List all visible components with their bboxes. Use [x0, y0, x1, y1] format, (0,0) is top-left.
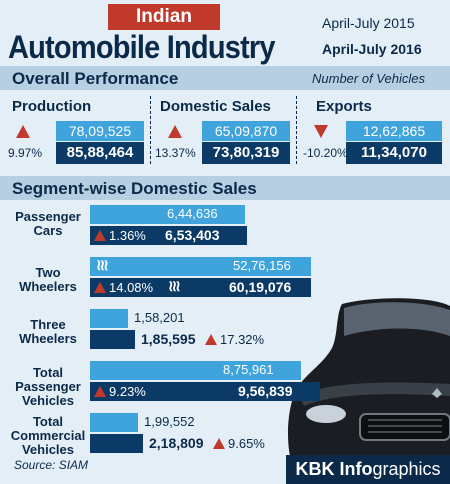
growth-up-arrow-icon	[213, 438, 225, 449]
bar-2016	[90, 226, 247, 245]
category-label: Passenger Cars	[15, 209, 81, 238]
domestic-up-arrow-icon	[168, 125, 182, 138]
growth-indicator: 9.65%	[213, 436, 265, 451]
category-label: Total Commercial Vehicles	[10, 414, 86, 457]
overall-band	[0, 66, 450, 90]
car-illustration	[288, 298, 450, 456]
growth-up-arrow-icon	[205, 334, 217, 345]
category-label: Three Wheelers	[19, 317, 77, 346]
value-label-2016: 2,18,809	[149, 435, 204, 451]
bar-2016	[90, 434, 143, 453]
overall-title: Overall Performance	[12, 69, 179, 88]
production-up-arrow-icon	[16, 125, 30, 138]
segment-band	[0, 176, 450, 200]
growth-indicator: 1.36%	[94, 228, 146, 243]
value-label-2016: 60,19,076	[229, 279, 292, 295]
bar-2015	[90, 257, 311, 276]
bar-2016	[90, 382, 320, 401]
production-change: 9.97%	[8, 146, 43, 160]
axis-break-icon: ≀≀≀	[168, 278, 181, 295]
growth-indicator: 9.23%	[94, 384, 146, 399]
growth-up-arrow-icon	[94, 282, 106, 293]
domestic-2015: 65,09,870	[202, 121, 290, 141]
growth-value: 14.08%	[109, 280, 154, 295]
bar-2016	[90, 278, 311, 297]
growth-value: 9.65%	[228, 436, 265, 451]
divider	[296, 96, 297, 164]
bar-2015	[90, 309, 128, 328]
exports-2015: 12,62,865	[346, 121, 442, 141]
growth-value: 9.23%	[109, 384, 146, 399]
production-2016: 85,88,464	[56, 142, 144, 164]
source-note: Source: SIAM	[14, 458, 89, 472]
value-label-2015: 1,58,201	[134, 310, 185, 325]
exports-label: Exports	[316, 98, 372, 115]
value-label-2015: 6,44,636	[167, 206, 218, 221]
bar-2015	[90, 205, 245, 224]
growth-indicator: 14.08%	[94, 280, 153, 295]
growth-up-arrow-icon	[94, 230, 106, 241]
value-label-2015: 1,99,552	[144, 414, 195, 429]
value-label-2016: 1,85,595	[141, 331, 196, 347]
category-label: Total Passenger Vehicles	[15, 365, 81, 408]
growth-value: 1.36%	[109, 228, 146, 243]
overall-note: Number of Vehicles	[312, 71, 425, 86]
exports-2016: 11,34,070	[346, 142, 442, 164]
legend-swatch-2015	[296, 14, 316, 34]
divider	[150, 96, 151, 164]
value-label-2015: 52,76,156	[233, 258, 291, 273]
value-label-2015: 8,75,961	[223, 362, 274, 377]
credit-rest: graphics	[372, 459, 441, 479]
domestic-2016: 73,80,319	[202, 142, 290, 164]
legend-swatch-2016	[296, 40, 316, 60]
axis-break-icon: ≀≀≀	[96, 257, 109, 274]
title-indian: Indian	[108, 4, 220, 30]
bar-2015	[90, 413, 138, 432]
growth-indicator: 17.32%	[205, 332, 264, 347]
growth-value: 17.32%	[220, 332, 265, 347]
exports-change: -10.20%	[303, 146, 348, 160]
exports-down-arrow-icon	[314, 125, 328, 138]
bar-2016	[90, 330, 135, 349]
credit-bold: KBK Info	[295, 459, 373, 479]
production-label: Production	[12, 98, 92, 115]
credit-banner: KBK Infographics	[286, 455, 450, 484]
legend-label-2015: April-July 2015	[322, 15, 415, 31]
value-label-2016: 6,53,403	[165, 227, 220, 243]
domestic-label: Domestic Sales	[160, 98, 271, 115]
legend-label-2016: April-July 2016	[322, 41, 422, 57]
domestic-change: 13.37%	[155, 146, 196, 160]
category-label: Two Wheelers	[19, 265, 77, 294]
value-label-2016: 9,56,839	[238, 383, 293, 399]
page-title: Automobile Industry	[8, 30, 276, 66]
growth-up-arrow-icon	[94, 386, 106, 397]
production-2015: 78,09,525	[56, 121, 144, 141]
bar-2015	[90, 361, 301, 380]
segment-title: Segment-wise Domestic Sales	[12, 179, 257, 198]
